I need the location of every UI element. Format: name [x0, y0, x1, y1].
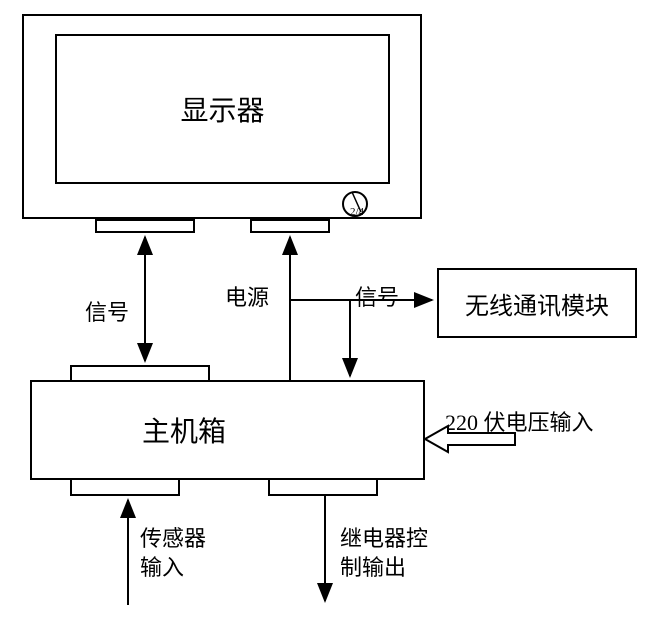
- main-port-bottom-left: [70, 478, 180, 496]
- knob-label: 2/4: [350, 207, 364, 218]
- relay-output-label: 继电器控 制输出: [340, 525, 428, 582]
- main-port-bottom-right: [268, 478, 378, 496]
- power-label: 电源: [225, 280, 269, 312]
- voltage-input-label: 220 伏电压输入: [445, 405, 594, 437]
- display-inner-box: 显示器: [55, 34, 390, 184]
- wireless-label: 无线通讯模块: [465, 286, 609, 321]
- main-box: 主机箱: [30, 380, 425, 480]
- display-port-1: [95, 219, 195, 233]
- display-label: 显示器: [180, 89, 264, 129]
- sensor-input-label: 传感器 输入: [140, 525, 206, 582]
- signal-label-1: 信号: [85, 295, 129, 327]
- display-port-2: [250, 219, 330, 233]
- signal-label-2: 信号: [355, 280, 399, 312]
- main-box-label: 主机箱: [142, 410, 226, 450]
- main-port-top: [70, 365, 210, 382]
- wireless-module-box: 无线通讯模块: [437, 268, 637, 338]
